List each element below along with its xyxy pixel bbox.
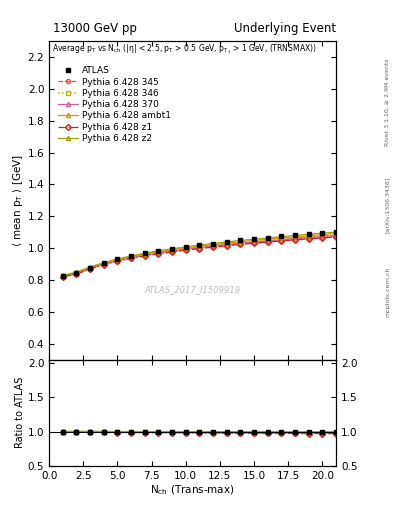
Text: Average $p_T$ vs $N_{ch}$ ($|\eta|$ < 2.5, $p_T$ > 0.5 GeV, $p_{T_1}$ > 1 GeV, (: Average $p_T$ vs $N_{ch}$ ($|\eta|$ < 2.… <box>52 42 317 56</box>
X-axis label: $N_{ch}$ (Trans-max): $N_{ch}$ (Trans-max) <box>151 483 235 497</box>
Text: 13000 GeV pp: 13000 GeV pp <box>53 22 137 34</box>
Text: [arXiv:1306.3436]: [arXiv:1306.3436] <box>385 177 390 233</box>
Text: mcplots.cern.ch: mcplots.cern.ch <box>385 267 390 317</box>
Text: ATLAS_2017_I1509919: ATLAS_2017_I1509919 <box>145 285 241 294</box>
Y-axis label: Ratio to ATLAS: Ratio to ATLAS <box>15 377 25 449</box>
Text: Rivet 3.1.10, ≥ 2.9M events: Rivet 3.1.10, ≥ 2.9M events <box>385 58 390 146</box>
Y-axis label: $\langle$ mean $p_T$ $\rangle$ [GeV]: $\langle$ mean $p_T$ $\rangle$ [GeV] <box>11 154 25 247</box>
Text: Underlying Event: Underlying Event <box>234 22 336 34</box>
Legend: ATLAS, Pythia 6.428 345, Pythia 6.428 346, Pythia 6.428 370, Pythia 6.428 ambt1,: ATLAS, Pythia 6.428 345, Pythia 6.428 34… <box>57 65 173 145</box>
